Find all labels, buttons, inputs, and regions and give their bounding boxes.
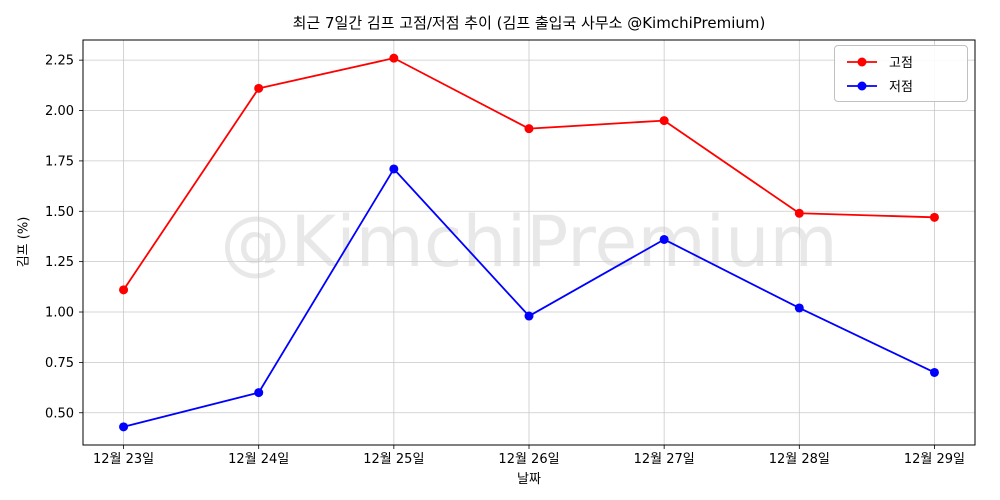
y-tick-label: 2.25 — [45, 54, 74, 69]
x-tick-label: 12월 29일 — [904, 452, 965, 467]
x-tick-label: 12월 23일 — [93, 452, 154, 467]
y-tick-label: 2.00 — [45, 104, 74, 119]
data-point-marker — [389, 53, 399, 63]
chart-title: 최근 7일간 김프 고점/저점 추이 (김프 출입국 사무소 @KimchiPr… — [292, 14, 766, 32]
y-axis-label: 김프 (%) — [16, 216, 32, 268]
x-tick-label: 12월 26일 — [498, 452, 559, 467]
data-point-marker — [659, 116, 669, 126]
y-tick-label: 1.25 — [45, 255, 74, 270]
data-point-marker — [659, 234, 669, 244]
low-series-sample-icon — [847, 81, 877, 90]
x-tick-label: 12월 25일 — [363, 452, 424, 467]
legend-item-high: 고점 — [845, 52, 955, 71]
data-point-marker — [254, 388, 264, 398]
y-tick-label: 1.00 — [45, 306, 74, 321]
high-series-sample-icon — [847, 57, 877, 66]
x-tick-label: 12월 27일 — [634, 452, 695, 467]
data-point-marker — [254, 83, 264, 93]
legend: 고점 저점 — [834, 45, 968, 102]
x-tick-label: 12월 28일 — [769, 452, 830, 467]
data-point-marker — [794, 303, 804, 313]
data-point-marker — [524, 311, 534, 321]
data-point-marker — [119, 285, 129, 295]
data-point-marker — [119, 422, 129, 432]
x-tick-label: 12월 24일 — [228, 452, 289, 467]
y-tick-label: 1.75 — [45, 154, 74, 169]
y-tick-label: 0.50 — [45, 406, 74, 421]
legend-item-low: 저점 — [845, 76, 955, 95]
data-point-marker — [524, 124, 534, 134]
data-point-marker — [929, 367, 939, 377]
data-point-marker — [794, 208, 804, 218]
data-point-marker — [389, 164, 399, 174]
legend-label-high: 고점 — [889, 56, 913, 71]
plot-frame — [82, 39, 976, 446]
data-point-marker — [929, 212, 939, 222]
y-tick-label: 1.50 — [45, 205, 74, 220]
y-tick-label: 0.75 — [45, 356, 74, 371]
legend-label-low: 저점 — [889, 80, 913, 95]
x-axis-label: 날짜 — [517, 472, 541, 487]
